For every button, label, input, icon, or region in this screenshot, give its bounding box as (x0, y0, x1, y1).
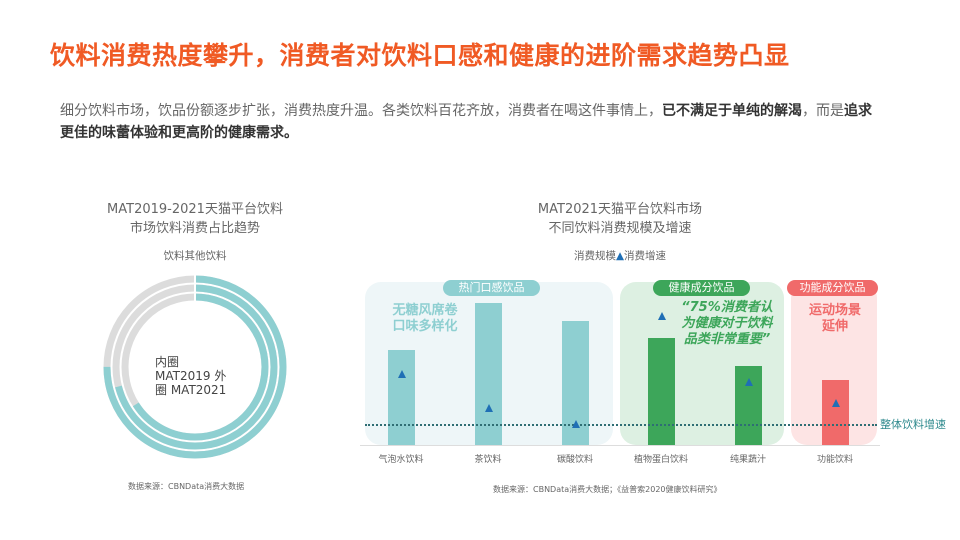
group-label-function: 功能成分饮品 (787, 280, 878, 296)
legend-growth: 消费增速 (624, 250, 667, 262)
intro-paragraph: 细分饮料市场，饮品份额逐步扩张，消费热度升温。各类饮料百花齐放，消费者在喝这件事… (60, 100, 880, 144)
page-title: 饮料消费热度攀升，消费者对饮料口感和健康的进阶需求趋势凸显 (50, 41, 790, 70)
intro-bold-2: 追求更佳的味蕾体验和更高阶的健康需求。 (60, 103, 872, 141)
intro-bold-1: 已不满足于单纯的解渴 (662, 103, 802, 119)
donut-chart (103, 275, 287, 459)
bar-functional (822, 380, 849, 445)
growth-marker-plant-protein (658, 312, 666, 320)
xlabel-juice: 纯果蔬汁 (729, 455, 766, 465)
intro-text-1: 细分饮料市场，饮品份额逐步扩张，消费热度升温。各类饮料百花齐放，消费者在喝这件事… (60, 103, 662, 119)
note-taste: 无糖风席卷 口味多样化 (385, 303, 465, 335)
donut-label-line1: 内圈 (155, 355, 180, 369)
left-chart-title: MAT2019-2021天猫平台饮料 市场饮料消费占比趋势 (80, 200, 310, 238)
note-health: “75%消费者认 为健康对于饮料 品类非常重要” (672, 300, 782, 348)
note-taste-line2: 口味多样化 (392, 319, 458, 334)
left-chart-title-line1: MAT2019-2021天猫平台饮料 (107, 202, 283, 217)
growth-marker-functional (832, 399, 840, 407)
note-taste-line1: 无糖风席卷 (392, 303, 458, 318)
right-chart-source: 数据来源：CBNData消费大数据；《益普索2020健康饮料研究》 (493, 485, 722, 494)
bar-plant-protein (648, 338, 675, 445)
xlabel-plant-protein: 植物蛋白饮料 (633, 455, 688, 465)
donut-label-line3: 圈 MAT2021 (155, 383, 227, 397)
x-axis (360, 445, 880, 446)
note-health-line1: “75%消费者认 (681, 300, 773, 315)
xlabel-tea: 茶饮料 (474, 455, 502, 465)
xlabel-carbonated: 碳酸饮料 (556, 455, 593, 465)
left-chart-legend: 饮料其他饮料 (163, 250, 227, 262)
overall-growth-line (365, 424, 877, 426)
bar-sparkling-water (388, 350, 415, 445)
right-chart-title-line2: 不同饮料消费规模及增速 (548, 221, 692, 236)
note-health-line2: 为健康对于饮料 (681, 316, 773, 331)
donut-label-line2: MAT2019 外 (155, 369, 227, 383)
growth-marker-carbonated (572, 420, 580, 428)
right-chart-legend: 消费规模▲消费增速 (560, 248, 680, 263)
bar-tea (475, 303, 502, 445)
left-chart-source: 数据来源：CBNData消费大数据 (128, 482, 245, 491)
legend-triangle-icon: ▲ (615, 250, 625, 262)
group-label-health: 健康成分饮品 (653, 280, 750, 296)
donut-center-label: 内圈 MAT2019 外 圈 MAT2021 (155, 355, 235, 397)
note-function-line2: 延伸 (821, 319, 848, 334)
note-function: 运动场景 延伸 (795, 303, 875, 335)
intro-text-2: ，而是 (802, 103, 844, 119)
growth-marker-juice (745, 378, 753, 386)
group-label-taste: 热门口感饮品 (443, 280, 540, 296)
growth-marker-sparkling-water (398, 370, 406, 378)
note-health-line3: 品类非常重要” (683, 332, 771, 347)
left-chart-title-line2: 市场饮料消费占比趋势 (129, 221, 260, 236)
right-chart-title: MAT2021天猫平台饮料市场 不同饮料消费规模及增速 (500, 200, 740, 238)
legend-scale: 消费规模 (573, 250, 616, 262)
xlabel-sparkling-water: 气泡水饮料 (378, 455, 424, 465)
right-chart-title-line1: MAT2021天猫平台饮料市场 (537, 202, 703, 217)
note-function-line1: 运动场景 (808, 303, 861, 318)
overall-growth-label: 整体饮料增速 (880, 418, 946, 431)
xlabel-functional: 功能饮料 (816, 455, 853, 465)
growth-marker-tea (485, 404, 493, 412)
